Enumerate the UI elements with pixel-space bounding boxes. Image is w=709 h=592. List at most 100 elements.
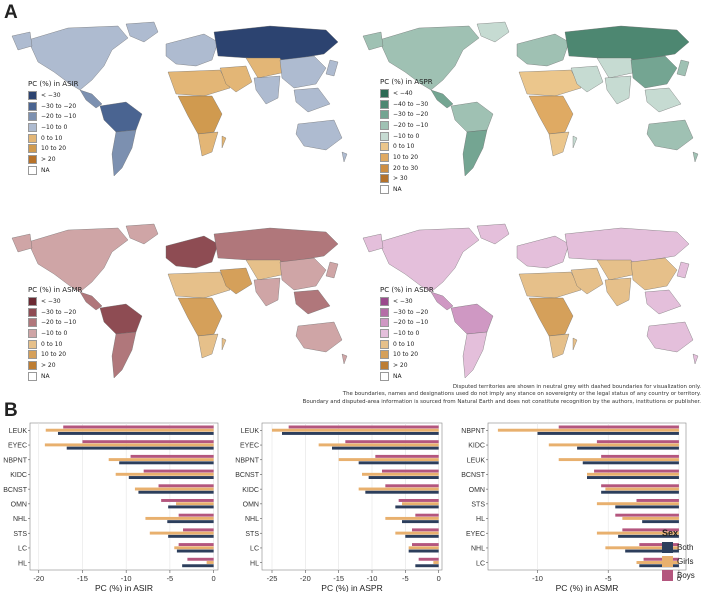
bar-girls	[108, 458, 214, 462]
bar-boys	[412, 543, 439, 547]
bar-girls	[149, 531, 214, 535]
bar-both	[66, 446, 214, 450]
category-label: NHL	[13, 516, 27, 523]
x-tick-label: -15	[333, 574, 344, 583]
category-label: LC	[250, 546, 259, 553]
legend-swatch	[28, 165, 37, 175]
category-label: BCNST	[3, 487, 27, 494]
legend-swatch	[380, 99, 389, 109]
category-label: NHL	[471, 546, 485, 553]
bar-boys	[615, 513, 679, 517]
map-region-southern-africa	[548, 333, 570, 359]
legend-label: −10 to 0	[41, 123, 68, 131]
bar-boys	[375, 454, 439, 458]
legend-row: −40 to −30	[380, 99, 433, 110]
sex-legend-label: Boys	[677, 570, 695, 580]
map-region-southern-africa	[548, 131, 570, 157]
x-tick-label: 0	[437, 574, 441, 583]
legend-row: NA	[380, 184, 433, 195]
x-tick-label: -20	[33, 574, 44, 583]
map-region-greenland	[125, 223, 159, 245]
bar-both	[402, 520, 439, 524]
category-label: STS	[13, 531, 27, 538]
map-region-madagascar	[572, 135, 578, 149]
category-label: NBPNT	[3, 457, 27, 464]
legend-label: 0 to 10	[393, 340, 415, 348]
bar-girls	[558, 458, 679, 462]
x-tick-label: -15	[77, 574, 88, 583]
x-tick-label: -20	[300, 574, 311, 583]
legend-row: > 20	[380, 360, 434, 371]
category-label: OMN	[469, 487, 485, 494]
bar-girls	[134, 487, 214, 491]
bar-boys	[187, 557, 214, 561]
legend-swatch	[380, 131, 389, 141]
bar-boys	[418, 557, 439, 561]
x-tick-label: -10	[367, 574, 378, 583]
map-region-china	[630, 257, 678, 291]
bar-girls	[318, 443, 439, 447]
bar-both	[395, 505, 439, 509]
legend-label: > 20	[393, 361, 408, 369]
legend-title-asdr: PC (%) in ASDR	[380, 286, 434, 294]
category-label: EYEC	[8, 443, 27, 450]
legend-swatch	[28, 112, 37, 122]
legend-label: > 20	[41, 361, 56, 369]
map-region-central-africa	[528, 95, 574, 135]
map-region-central-america	[79, 291, 103, 311]
bar-boys	[345, 440, 439, 444]
category-label: KIDC	[10, 472, 27, 479]
map-region-russia	[213, 25, 339, 61]
legend-row: −10 to 0	[28, 122, 78, 133]
map-region-madagascar	[572, 337, 578, 351]
map-region-europe	[165, 33, 219, 67]
x-axis-label: PC (%) in ASIR	[95, 583, 153, 592]
category-label: NBPNT	[235, 457, 259, 464]
bar-girls	[176, 502, 214, 506]
bar-boys	[82, 440, 214, 444]
bar-boys	[158, 484, 214, 488]
legend-label: −20 to −10	[41, 319, 77, 327]
bar-both	[138, 490, 214, 494]
map-region-russia	[564, 227, 690, 263]
sex-legend-label: Both	[677, 542, 694, 552]
legend-row: 10 to 20	[28, 143, 78, 154]
bar-boys	[398, 498, 439, 502]
bar-girls	[636, 561, 679, 564]
bar-girls	[45, 428, 214, 432]
map-region-japan	[676, 261, 690, 279]
legend-label: −30 to −20	[41, 308, 77, 316]
map-region-australia	[646, 321, 694, 353]
category-label: HL	[250, 560, 259, 567]
category-label: HL	[18, 560, 27, 567]
map-region-south-america-south	[111, 331, 137, 379]
map-region-southern-africa	[197, 333, 219, 359]
map-region-southern-africa	[197, 131, 219, 157]
sex-legend: Sex Both Girls Boys	[662, 528, 695, 582]
legend-row: > 30	[380, 174, 433, 185]
map-region-south-asia	[604, 277, 632, 307]
bar-girls	[338, 458, 439, 462]
bar-both	[176, 549, 214, 553]
map-region-new-zealand	[341, 353, 348, 365]
map-region-japan	[325, 261, 339, 279]
map-region-alaska	[362, 31, 384, 51]
legend-row: 20 to 30	[380, 163, 433, 174]
legend-swatch	[380, 350, 389, 360]
bar-girls	[622, 516, 679, 520]
legend-row: 0 to 10	[28, 339, 82, 350]
legend-title-aspr: PC (%) in ASPR	[380, 78, 433, 86]
legend-row: −30 to −20	[28, 307, 82, 318]
x-tick-label: 0	[212, 574, 216, 583]
legend-row: NA	[380, 371, 434, 382]
legend-swatch	[662, 555, 673, 567]
legend-swatch	[28, 154, 37, 164]
bar-boys	[622, 528, 679, 532]
map-region-russia	[213, 227, 339, 263]
legend-aspr: PC (%) in ASPR < −40 −40 to −30 −30 to −20…	[380, 78, 433, 195]
bar-girls	[385, 516, 439, 520]
map-region-alaska	[11, 233, 33, 253]
legend-swatch	[28, 307, 37, 317]
bar-girls	[497, 428, 679, 432]
